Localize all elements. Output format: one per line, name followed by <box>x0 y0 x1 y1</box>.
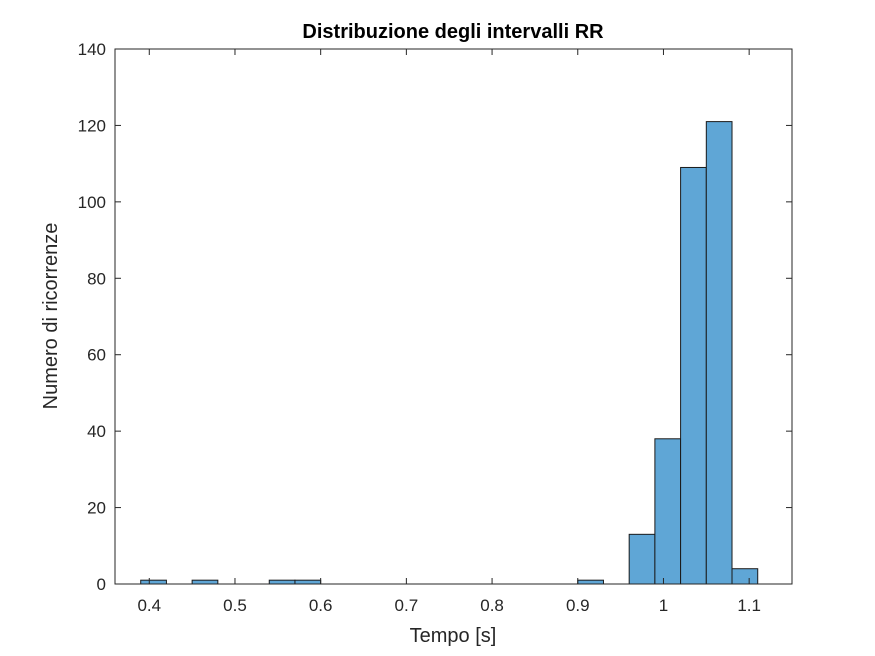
y-ticks-group: 0 20 40 60 80 100 120 140 <box>78 40 792 594</box>
histogram-bar <box>140 579 167 585</box>
y-tick-label: 0 <box>97 575 106 594</box>
x-tick-label: 0.7 <box>395 596 419 615</box>
x-ticks-group: 0.4 0.5 0.6 0.7 0.8 0.9 1 1.1 <box>137 49 761 615</box>
histogram-bar <box>191 579 219 585</box>
x-tick-label: 1 <box>659 596 668 615</box>
histogram-bar <box>268 579 296 585</box>
histogram-bar <box>731 568 759 585</box>
histogram-bar <box>654 438 682 585</box>
y-tick-label: 120 <box>78 116 106 135</box>
x-tick-label: 1.1 <box>737 596 761 615</box>
x-tick-label: 0.4 <box>137 596 161 615</box>
histogram-bar <box>294 579 322 585</box>
histogram-bar <box>577 579 604 585</box>
y-axis-label: Numero di ricorrenze <box>40 223 62 410</box>
histogram-bar <box>705 121 733 585</box>
axes-box <box>114 48 793 585</box>
bars-group <box>140 121 759 585</box>
x-axis-label: Tempo [s] <box>410 625 497 647</box>
histogram-bar <box>628 533 656 585</box>
x-tick-label: 0.8 <box>480 596 504 615</box>
y-tick-label: 140 <box>78 40 106 59</box>
y-tick-label: 20 <box>87 499 106 518</box>
histogram-bar <box>680 166 707 585</box>
y-tick-label: 80 <box>87 269 106 288</box>
y-tick-label: 100 <box>78 193 106 212</box>
x-tick-label: 0.5 <box>223 596 247 615</box>
x-tick-label: 0.9 <box>566 596 590 615</box>
chart-title: Distribuzione degli intervalli RR <box>302 21 604 43</box>
y-tick-label: 40 <box>87 422 106 441</box>
y-tick-label: 60 <box>87 346 106 365</box>
x-tick-label: 0.6 <box>309 596 333 615</box>
